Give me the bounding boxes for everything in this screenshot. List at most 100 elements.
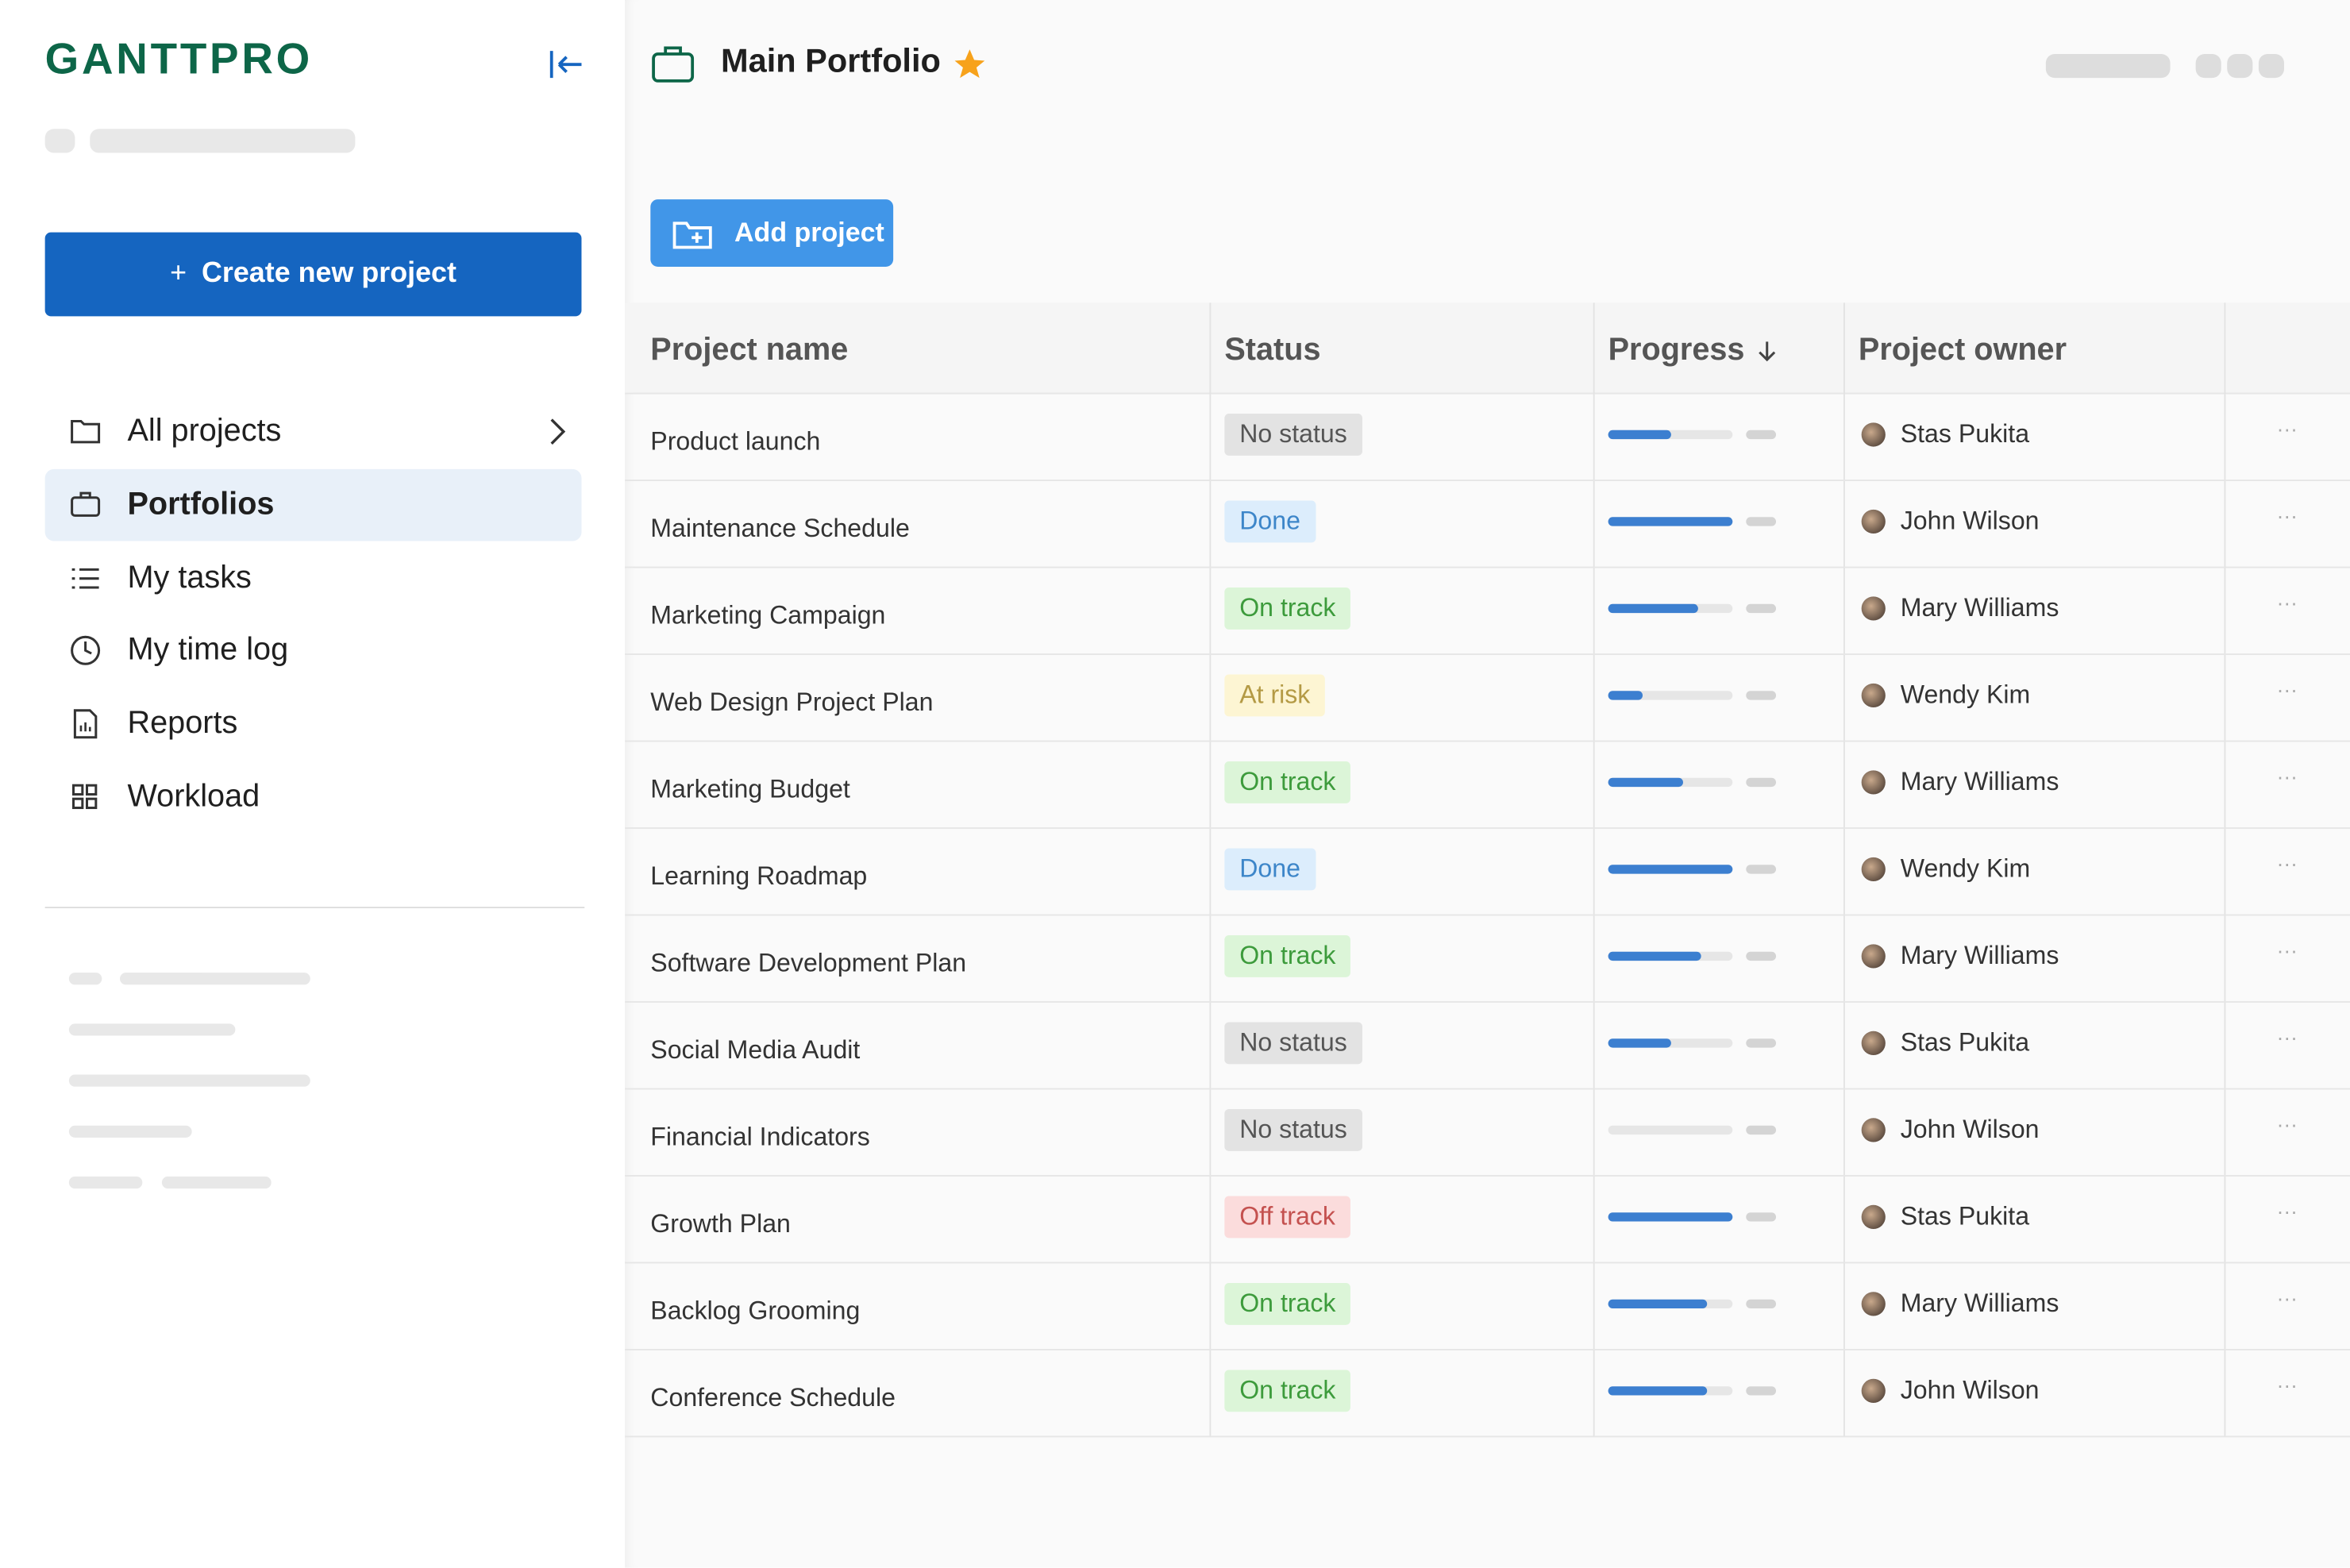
table-row [625,653,2350,742]
project-name[interactable]: Conference Schedule [650,1383,896,1412]
column-header[interactable]: Project owner [1858,333,2067,368]
row-menu[interactable]: ··· [2276,1373,2298,1397]
project-name[interactable]: Maintenance Schedule [650,514,910,543]
progress-handle [1746,1386,1777,1396]
nav-icon [71,491,101,517]
avatar [1861,422,1886,447]
row-menu[interactable]: ··· [2276,851,2298,876]
status-badge: On track [1224,761,1351,803]
nav-label: My time log [127,633,289,668]
plus-icon: + [170,257,187,290]
add-project-button[interactable]: Add project [650,199,894,268]
table-row [625,1001,2350,1090]
projects-table: Project name Status Progress Project owner P… [625,302,2350,1438]
sort-icon [1759,341,1776,362]
project-name[interactable]: Backlog Grooming [650,1296,861,1325]
avatar [1861,770,1886,795]
progress-bar [1608,1299,1708,1309]
avatar [1861,1204,1886,1229]
progress-bar [1608,603,1698,614]
progress-bar [1608,1038,1670,1048]
avatar [1861,1378,1886,1403]
project-name[interactable]: Product launch [650,427,821,456]
progress-track [1608,430,1733,440]
nav-item[interactable]: My tasks [45,542,582,614]
nav-label: Reports [127,706,238,741]
nav-item[interactable]: My time log [45,615,582,688]
column-header[interactable]: Progress [1608,302,1778,399]
progress-handle [1746,1299,1777,1309]
progress-track [1608,1125,1733,1135]
row-menu[interactable]: ··· [2276,764,2298,788]
project-name[interactable]: Marketing Budget [650,774,850,803]
table-row [625,567,2350,655]
column-divider [1209,302,1212,1436]
progress-track [1608,1038,1733,1048]
table-row [625,741,2350,829]
nav-icon [71,568,99,588]
project-name[interactable]: Web Design Project Plan [650,688,934,717]
project-name[interactable]: Growth Plan [650,1209,791,1239]
progress-bar [1608,777,1683,788]
nav-item[interactable]: Portfolios [44,468,582,541]
table-header [625,302,2350,395]
row-menu[interactable]: ··· [2276,1111,2298,1136]
column-header[interactable]: Project name [650,333,849,368]
table-row [625,1088,2350,1177]
progress-handle [1746,777,1777,788]
folder-icon [672,221,712,248]
favorite-star[interactable] [953,48,987,79]
avatar [1861,509,1886,534]
project-name[interactable]: Learning Roadmap [650,861,868,891]
status-badge: On track [1224,934,1351,977]
nav-icon [73,709,98,739]
owner-name: Mary Williams [1900,941,2059,970]
project-name[interactable]: Software Development Plan [650,948,967,977]
progress-bar [1608,691,1643,700]
sidebar: GANTTPRO + Create new project All project… [0,0,626,1568]
avatar [1861,1118,1886,1142]
status-badge: At risk [1224,674,1326,717]
button-label: Create new project [201,257,457,290]
nav-label: Workload [127,779,260,815]
column-header[interactable]: Status [1224,333,1321,368]
avatar [1861,1292,1886,1316]
owner-name: Stas Pukita [1900,1028,2030,1057]
column-divider [2224,302,2226,1436]
create-project-button[interactable]: + Create new project [44,232,582,317]
avatar [1861,596,1886,621]
table-row [625,915,2350,1003]
row-menu[interactable]: ··· [2276,938,2298,962]
project-name[interactable]: Marketing Campaign [650,601,886,630]
nav-item[interactable]: Workload [45,761,582,834]
status-badge: No status [1224,1022,1362,1065]
row-menu[interactable]: ··· [2276,1285,2298,1310]
progress-bar [1608,430,1670,440]
avatar [1861,857,1886,882]
progress-track [1608,691,1733,700]
project-name[interactable]: Social Media Audit [650,1035,861,1065]
project-name[interactable]: Financial Indicators [650,1122,870,1151]
row-menu[interactable]: ··· [2276,416,2298,441]
nav-label: Portfolios [127,487,275,522]
status-badge: Done [1224,500,1316,543]
nav-item[interactable]: All projects [45,395,582,468]
avatar [1861,944,1886,969]
main: Main Portfolio Add project Project name S… [625,0,2350,1568]
column-divider [1843,302,1845,1436]
status-badge: On track [1224,588,1351,630]
row-menu[interactable]: ··· [2276,677,2298,702]
owner-name: Wendy Kim [1900,680,2031,709]
status-badge: No status [1224,414,1362,456]
progress-handle [1746,865,1777,874]
nav-item[interactable]: Reports [45,688,582,761]
progress-handle [1746,951,1777,961]
row-menu[interactable]: ··· [2276,590,2298,614]
collapse-button[interactable] [547,48,586,81]
row-menu[interactable]: ··· [2276,1025,2298,1050]
page-title: Main Portfolio [721,41,941,80]
progress-bar [1608,1386,1708,1396]
row-menu[interactable]: ··· [2276,503,2298,528]
row-menu[interactable]: ··· [2276,1199,2298,1223]
